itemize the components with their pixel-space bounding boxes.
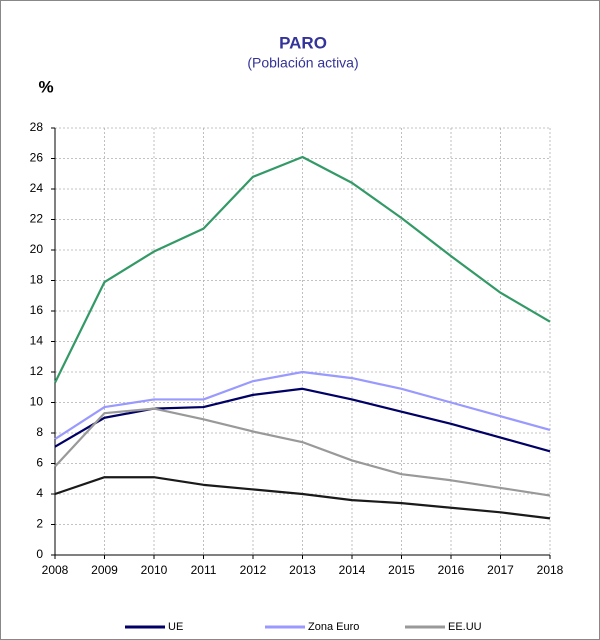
x-tick-label: 2011 [191,563,217,577]
x-tick-label: 2012 [240,563,267,577]
x-tick-label: 2017 [487,563,514,577]
legend-label: EE.UU [448,621,482,633]
x-tick-label: 2018 [537,563,564,577]
y-tick-label: 8 [36,425,43,439]
y-tick-label: 28 [30,120,44,134]
series-line [54,407,551,497]
chart-subtitle: (Población activa) [247,55,358,71]
y-tick-label: 24 [30,181,44,195]
series-line [54,476,551,520]
y-tick-label: 20 [30,242,44,256]
y-axis-label: % [38,77,53,96]
y-tick-label: 26 [30,151,44,165]
x-tick-label: 2009 [91,563,118,577]
y-tick-label: 0 [36,547,43,561]
series-line [54,370,551,441]
y-tick-label: 18 [30,273,44,287]
x-tick-label: 2015 [388,563,415,577]
x-tick-label: 2008 [42,563,69,577]
y-tick-label: 2 [36,517,43,531]
y-tick-label: 10 [30,395,44,409]
y-tick-label: 6 [36,456,43,470]
y-tick-label: 12 [30,364,44,378]
x-tick-label: 2010 [141,563,168,577]
legend-label: UE [168,621,183,633]
y-tick-label: 4 [36,486,43,500]
legend-label: Zona Euro [308,621,359,633]
series-line [54,387,551,453]
x-tick-label: 2013 [289,563,316,577]
x-tick-label: 2016 [438,563,465,577]
x-tick-label: 2014 [339,563,366,577]
series-line [54,155,551,384]
y-tick-label: 16 [30,303,44,317]
y-tick-label: 14 [30,334,44,348]
y-tick-label: 22 [30,212,44,226]
chart-title: PARO [279,33,327,52]
